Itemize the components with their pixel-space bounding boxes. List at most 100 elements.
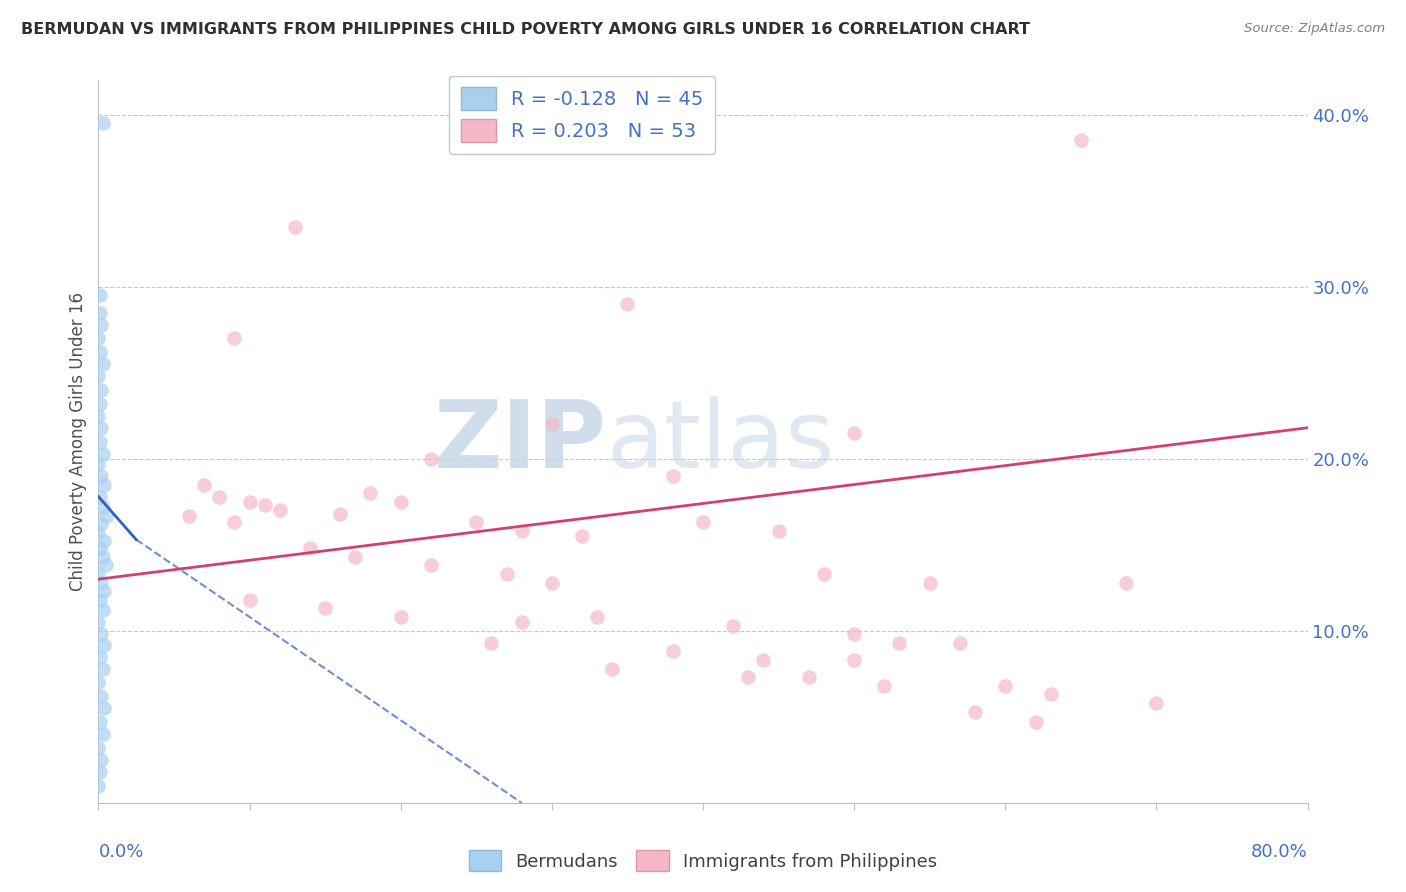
Point xyxy=(253,498,276,512)
Point xyxy=(193,477,215,491)
Point xyxy=(90,689,112,703)
Point xyxy=(89,397,111,411)
Point xyxy=(89,764,111,779)
Point xyxy=(91,603,114,617)
Text: ZIP: ZIP xyxy=(433,395,606,488)
Text: 80.0%: 80.0% xyxy=(1251,843,1308,861)
Legend: R = -0.128   N = 45, R = 0.203   N = 53: R = -0.128 N = 45, R = 0.203 N = 53 xyxy=(449,76,716,153)
Point xyxy=(90,421,112,435)
Point xyxy=(91,727,114,741)
Point xyxy=(87,567,110,582)
Point xyxy=(91,500,114,514)
Point xyxy=(87,779,110,793)
Point xyxy=(420,451,443,466)
Y-axis label: Child Poverty Among Girls Under 16: Child Poverty Among Girls Under 16 xyxy=(69,292,87,591)
Point xyxy=(510,524,533,538)
Point xyxy=(239,494,262,508)
Point xyxy=(91,549,114,564)
Point xyxy=(90,575,112,590)
Point xyxy=(1144,696,1167,710)
Point xyxy=(510,615,533,630)
Point xyxy=(540,417,562,432)
Point xyxy=(208,490,231,504)
Point xyxy=(239,592,262,607)
Point xyxy=(661,469,683,483)
Point xyxy=(844,653,866,667)
Point xyxy=(93,534,115,549)
Point xyxy=(723,618,745,632)
Point xyxy=(87,740,110,755)
Point xyxy=(87,369,110,384)
Point xyxy=(89,592,111,607)
Point xyxy=(661,644,683,658)
Point xyxy=(93,584,115,599)
Point xyxy=(224,516,246,530)
Point xyxy=(93,638,115,652)
Point xyxy=(586,610,609,624)
Point xyxy=(90,383,112,397)
Point xyxy=(889,636,911,650)
Point xyxy=(329,507,352,521)
Point xyxy=(965,705,987,719)
Point xyxy=(465,516,488,530)
Point xyxy=(949,636,972,650)
Point xyxy=(89,649,111,664)
Point xyxy=(389,494,412,508)
Point xyxy=(90,627,112,641)
Point xyxy=(844,627,866,641)
Point xyxy=(87,331,110,345)
Point xyxy=(299,541,322,556)
Point xyxy=(389,610,412,624)
Point xyxy=(602,662,624,676)
Point xyxy=(89,541,111,556)
Point xyxy=(420,558,443,573)
Point xyxy=(360,486,382,500)
Point xyxy=(994,679,1017,693)
Point xyxy=(224,331,246,345)
Text: 0.0%: 0.0% xyxy=(98,843,143,861)
Point xyxy=(90,517,112,532)
Point xyxy=(87,675,110,690)
Point xyxy=(797,670,820,684)
Point xyxy=(873,679,896,693)
Point xyxy=(87,409,110,423)
Text: atlas: atlas xyxy=(606,395,835,488)
Point xyxy=(93,701,115,715)
Text: Source: ZipAtlas.com: Source: ZipAtlas.com xyxy=(1244,22,1385,36)
Point xyxy=(89,490,111,504)
Point xyxy=(91,116,114,130)
Point xyxy=(91,662,114,676)
Point xyxy=(89,714,111,729)
Point xyxy=(768,524,790,538)
Point xyxy=(179,508,201,523)
Point xyxy=(616,297,638,311)
Point xyxy=(284,219,307,234)
Point xyxy=(737,670,759,684)
Point xyxy=(844,425,866,440)
Point xyxy=(90,753,112,767)
Point xyxy=(918,575,941,590)
Point xyxy=(314,601,336,615)
Point xyxy=(91,357,114,371)
Point xyxy=(89,288,111,302)
Point xyxy=(540,575,562,590)
Point xyxy=(1024,714,1046,729)
Point xyxy=(89,345,111,359)
Point xyxy=(94,508,117,523)
Point xyxy=(87,525,110,540)
Point xyxy=(93,477,115,491)
Point xyxy=(571,529,593,543)
Point xyxy=(1070,133,1092,147)
Point xyxy=(1115,575,1137,590)
Point xyxy=(87,457,110,471)
Point xyxy=(90,469,112,483)
Point xyxy=(89,434,111,449)
Point xyxy=(269,503,291,517)
Point xyxy=(94,558,117,573)
Point xyxy=(692,516,714,530)
Point xyxy=(91,446,114,460)
Text: BERMUDAN VS IMMIGRANTS FROM PHILIPPINES CHILD POVERTY AMONG GIRLS UNDER 16 CORRE: BERMUDAN VS IMMIGRANTS FROM PHILIPPINES … xyxy=(21,22,1031,37)
Point xyxy=(87,615,110,630)
Point xyxy=(344,549,367,564)
Point xyxy=(495,567,517,582)
